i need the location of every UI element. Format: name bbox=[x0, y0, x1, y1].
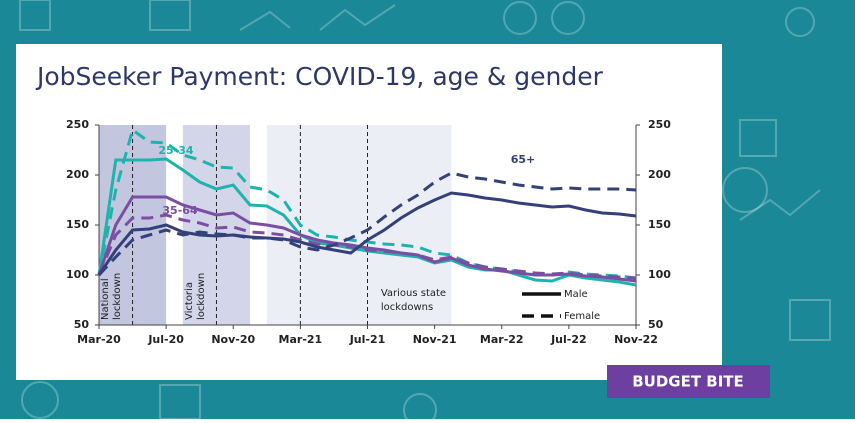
y-tick-label: 100 bbox=[66, 268, 89, 281]
y-tick-label: 150 bbox=[66, 218, 89, 231]
chart-title: JobSeeker Payment: COVID-19, age & gende… bbox=[35, 62, 604, 91]
x-tick-label: Jul-20 bbox=[147, 333, 184, 346]
badge-text: BUDGET BITE bbox=[632, 373, 744, 391]
x-tick-label: Mar-20 bbox=[77, 333, 121, 346]
period-label: Victoria bbox=[184, 282, 195, 320]
x-tick-label: Nov-22 bbox=[614, 333, 658, 346]
period-label: Various state bbox=[381, 288, 446, 299]
legend-label: Male bbox=[564, 289, 588, 300]
series-line bbox=[97, 213, 637, 280]
series-line bbox=[97, 171, 637, 277]
period-band bbox=[266, 125, 452, 325]
period-label: lockdown bbox=[112, 273, 123, 320]
plot: National lockdown Victoria lockdown Various … bbox=[66, 118, 671, 346]
period-label: lockdowns bbox=[381, 302, 433, 313]
badge bbox=[607, 365, 770, 398]
period-label: National bbox=[100, 278, 111, 320]
y-tick-label: 50 bbox=[74, 318, 90, 331]
x-tick-label: Jul-21 bbox=[349, 333, 386, 346]
legend-label: Female bbox=[564, 311, 600, 322]
y2-tick-label: 50 bbox=[648, 318, 664, 331]
y2-tick-label: 200 bbox=[648, 168, 671, 181]
x-tick-label: Nov-20 bbox=[211, 333, 255, 346]
x-tick-label: Jul-22 bbox=[550, 333, 587, 346]
y-tick-label: 200 bbox=[66, 168, 89, 181]
y2-tick-label: 150 bbox=[648, 218, 671, 231]
series-label: 35-64 bbox=[162, 204, 198, 217]
period-label: lockdown bbox=[196, 273, 207, 320]
series-label: 25-34 bbox=[158, 144, 194, 157]
y2-tick-label: 250 bbox=[648, 118, 671, 131]
series-line bbox=[97, 127, 637, 280]
x-tick-label: Mar-21 bbox=[279, 333, 323, 346]
series-line bbox=[97, 195, 637, 283]
decoration bbox=[19, 0, 831, 423]
y-tick-label: 250 bbox=[66, 118, 89, 131]
x-tick-label: Nov-21 bbox=[413, 333, 457, 346]
y2-tick-label: 100 bbox=[648, 268, 671, 281]
x-tick-label: Mar-22 bbox=[480, 333, 524, 346]
series-label: 65+ bbox=[511, 153, 536, 166]
